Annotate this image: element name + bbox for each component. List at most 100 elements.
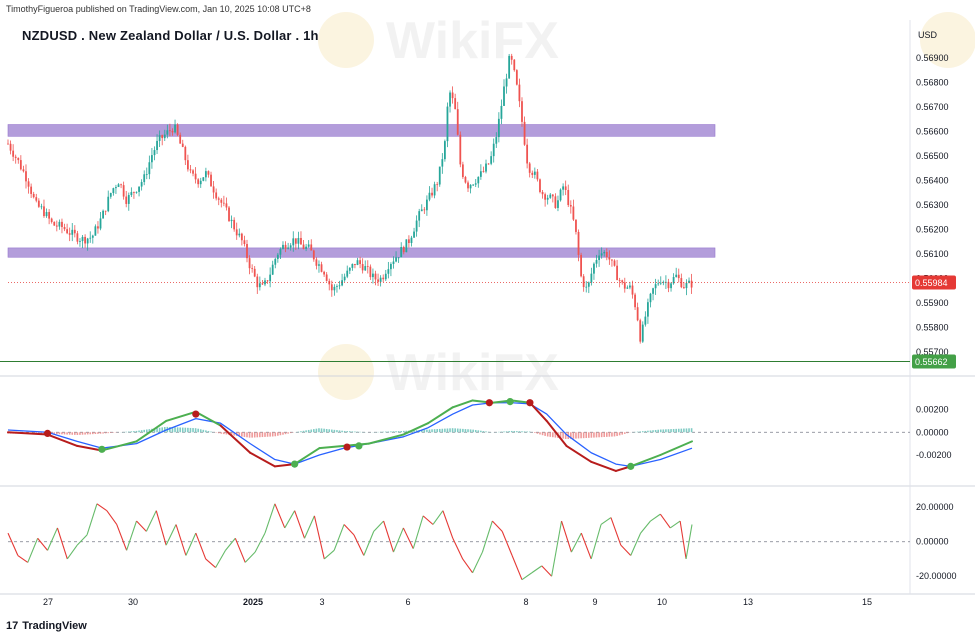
candle-body — [86, 238, 89, 244]
histogram-bar — [71, 432, 74, 435]
candle-body — [364, 266, 367, 271]
histogram-bar — [58, 432, 61, 435]
histogram-bar — [346, 431, 349, 433]
watermark-text: WikiFX — [386, 12, 559, 70]
candle-body — [320, 264, 323, 272]
candle-body — [230, 219, 233, 222]
candle-body — [428, 192, 431, 200]
candle-body — [495, 137, 498, 144]
histogram-bar — [665, 429, 667, 433]
candle-body — [533, 171, 536, 175]
macd-tick-label: -0.00200 — [916, 450, 952, 460]
candle-body — [446, 106, 449, 142]
price-tick-label: 0.56600 — [916, 126, 949, 136]
oscillator-segment — [383, 520, 395, 553]
candle-body — [276, 254, 279, 259]
histogram-bar — [271, 432, 274, 437]
histogram-bar — [99, 432, 102, 434]
candle-body — [192, 170, 194, 174]
histogram-bar — [74, 432, 76, 435]
histogram-bar — [662, 429, 665, 433]
candle-body — [631, 285, 634, 295]
oscillator-segment — [353, 534, 365, 556]
candle-body — [608, 257, 611, 260]
candle-body — [670, 283, 672, 289]
histogram-bar — [441, 428, 444, 433]
support-label: 0.55662 — [915, 357, 948, 367]
candle-body — [487, 163, 490, 165]
candle-body — [361, 264, 364, 271]
histogram-bar — [639, 431, 642, 433]
candle-body — [572, 206, 575, 220]
symbol-title[interactable]: NZDUSD . New Zealand Dollar / U.S. Dolla… — [22, 28, 319, 43]
candle-body — [179, 134, 182, 144]
histogram-bar — [68, 432, 71, 435]
candle-body — [551, 194, 554, 197]
oscillator-segment — [304, 515, 315, 539]
candle-body — [554, 196, 557, 208]
candle-body — [266, 280, 269, 282]
candle-body — [238, 233, 241, 236]
candle-body — [148, 162, 151, 175]
oscillator-segment — [561, 520, 572, 553]
histogram-bar — [179, 427, 181, 433]
macd-line-segment — [367, 433, 405, 445]
histogram-bar — [456, 428, 459, 433]
histogram-bar — [431, 429, 433, 433]
candle-body — [659, 282, 662, 284]
candle-body — [151, 155, 153, 163]
histogram-bar — [297, 431, 300, 433]
candle-body — [675, 274, 678, 278]
candle-body — [318, 264, 320, 266]
macd-line-segment — [165, 410, 197, 422]
candle-body — [657, 283, 660, 285]
histogram-bar — [223, 432, 225, 435]
candle-body — [677, 274, 680, 279]
histogram-bar — [102, 432, 104, 434]
time-tick-label: 8 — [523, 597, 528, 607]
histogram-bar — [349, 431, 351, 433]
histogram-bar — [241, 432, 243, 437]
time-tick-label: 10 — [657, 597, 667, 607]
histogram-bar — [395, 431, 397, 433]
histogram-bar — [680, 428, 683, 433]
candle-body — [654, 284, 657, 289]
oscillator-segment — [225, 537, 236, 551]
candle-body — [585, 286, 588, 288]
price-tick-label: 0.56100 — [916, 249, 949, 259]
watermark-logo: WikiFX — [920, 12, 975, 68]
candle-body — [176, 124, 179, 135]
histogram-bar — [647, 430, 649, 433]
histogram-bar — [444, 428, 446, 433]
histogram-bar — [521, 431, 523, 433]
histogram-bar — [675, 428, 677, 433]
candle-body — [81, 236, 84, 242]
candle-body — [634, 294, 636, 308]
candle-body — [251, 268, 254, 269]
tradingview-logo[interactable]: 17 TradingView — [6, 620, 87, 632]
candle-body — [441, 159, 444, 167]
candle-body — [210, 174, 212, 187]
candle-body — [528, 163, 531, 173]
candle-body — [415, 220, 418, 232]
candle-body — [508, 55, 511, 79]
macd-histogram — [7, 426, 693, 439]
support-badge — [912, 354, 956, 369]
candle-body — [184, 146, 187, 161]
histogram-bar — [508, 431, 510, 433]
oscillator-segment — [76, 534, 88, 546]
histogram-bar — [277, 432, 279, 436]
candle-body — [312, 250, 315, 260]
histogram-bar — [400, 430, 403, 433]
oscillator-segment — [412, 515, 424, 549]
currency-label[interactable]: USD — [918, 30, 938, 40]
watermark-logo: WikiFX — [318, 344, 559, 402]
candle-body — [541, 192, 544, 195]
candle-body — [84, 236, 86, 244]
histogram-bar — [605, 432, 608, 437]
candle-body — [485, 163, 487, 172]
histogram-bar — [300, 431, 302, 433]
oscillator-segment — [452, 538, 464, 560]
histogram-bar — [598, 432, 600, 438]
